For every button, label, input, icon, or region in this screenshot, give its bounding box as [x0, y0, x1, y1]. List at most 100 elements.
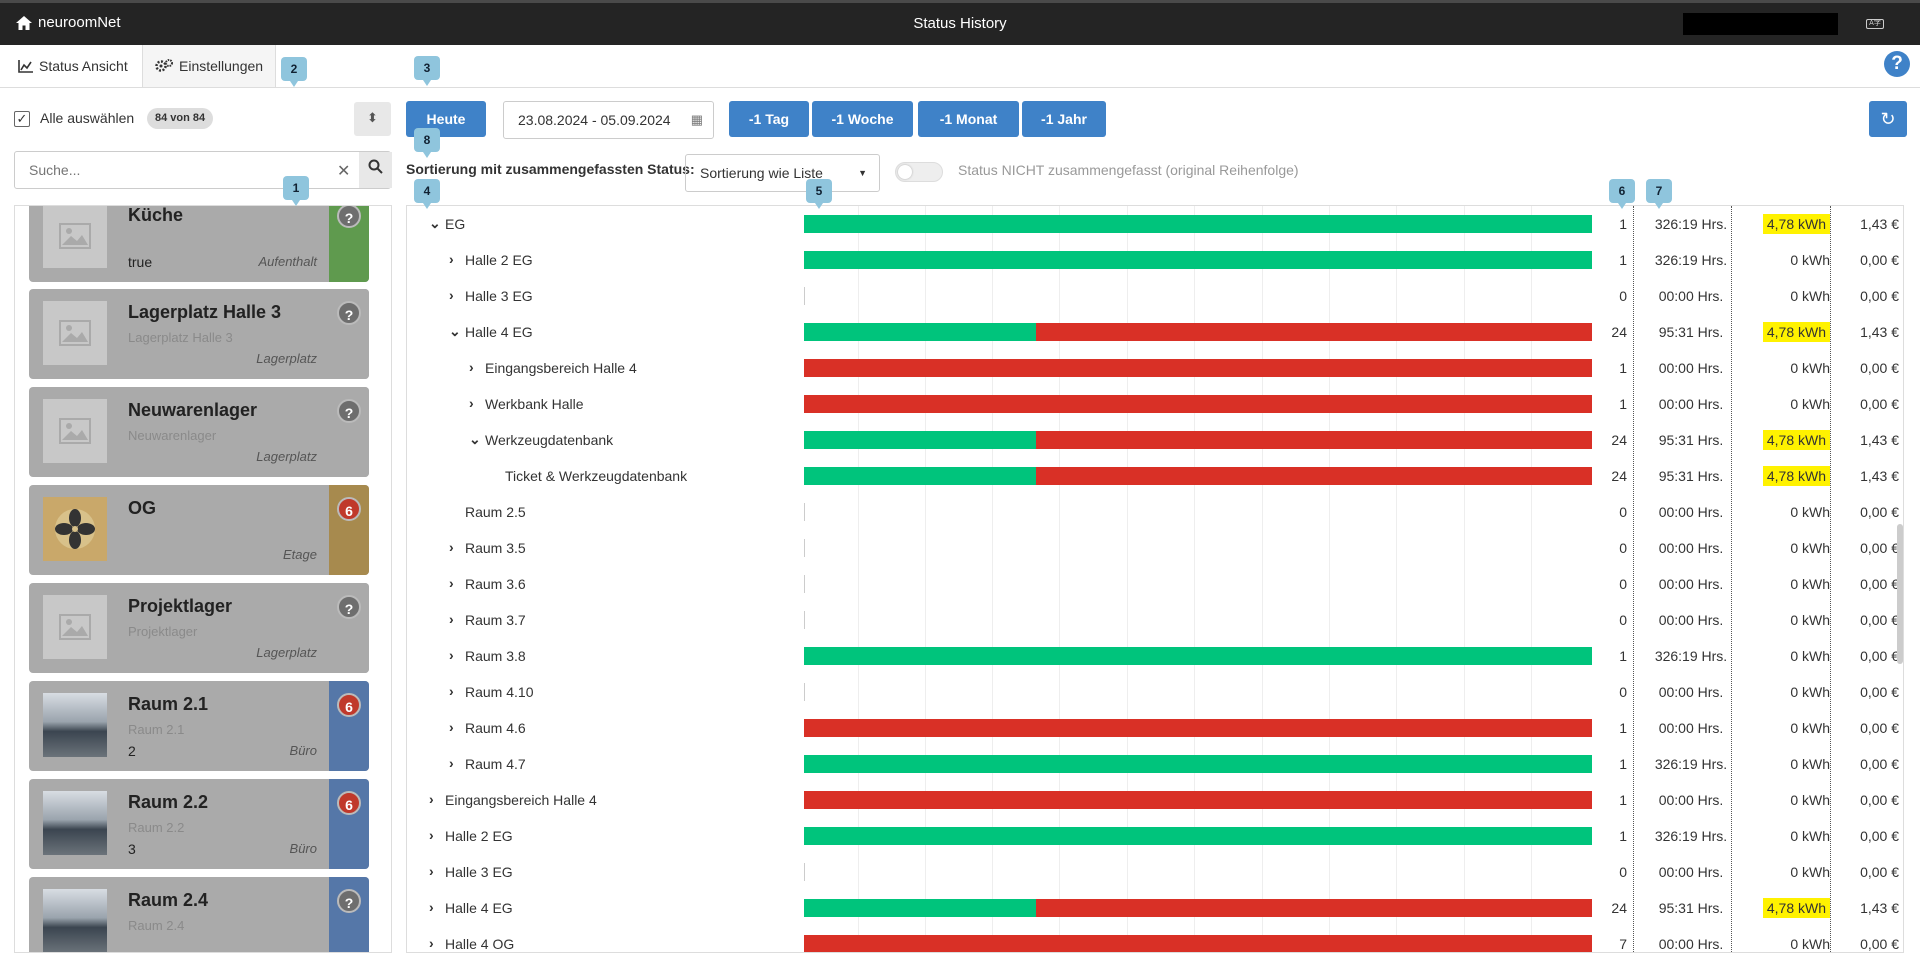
row-cost: 0,00 € — [1860, 648, 1899, 664]
marker-8: 8 — [414, 128, 440, 158]
object-card[interactable]: Projektlager Projektlager Lagerplatz? — [29, 583, 369, 673]
card-type: Büro — [289, 743, 317, 758]
object-card[interactable]: Raum 2.1 Raum 2.1 2 Büro 6 — [29, 681, 369, 771]
chevron-down-icon[interactable]: ⌄ — [469, 431, 481, 447]
date-range-input[interactable]: 23.08.2024 - 05.09.2024 ▦ — [503, 101, 714, 139]
status-off-segment — [804, 935, 1592, 952]
table-row[interactable]: › Eingangsbereich Halle 4 1 00:00 Hrs. 0 kWh… — [407, 782, 1903, 818]
row-label: Eingangsbereich Halle 4 — [445, 792, 597, 808]
search-input[interactable] — [15, 152, 335, 188]
table-row[interactable]: › Raum 3.6 0 00:00 Hrs. 0 kWh 0,00 € — [407, 566, 1903, 602]
sort-toggle-button[interactable]: ⬍ — [354, 102, 391, 136]
row-energy-value: 0 kWh — [1790, 360, 1830, 376]
status-bar — [804, 719, 1592, 737]
table-row[interactable]: › Halle 4 EG 24 95:31 Hrs. 4,78 kWh 1,43 € — [407, 890, 1903, 926]
chevron-down-icon[interactable]: ⌄ — [429, 215, 441, 231]
table-row[interactable]: › Raum 4.6 1 00:00 Hrs. 0 kWh 0,00 € — [407, 710, 1903, 746]
chevron-right-icon[interactable]: › — [429, 935, 434, 951]
table-row[interactable]: Ticket & Werkzeugdatenbank 24 95:31 Hrs. 4,… — [407, 458, 1903, 494]
tab-status-ansicht[interactable]: Status Ansicht — [6, 45, 140, 87]
table-row[interactable]: ⌄ Halle 4 EG 24 95:31 Hrs. 4,78 kWh 1,43 € — [407, 314, 1903, 350]
table-row[interactable]: › Halle 3 EG 0 00:00 Hrs. 0 kWh 0,00 € — [407, 278, 1903, 314]
chevron-right-icon[interactable]: › — [469, 395, 474, 411]
row-hours: 00:00 Hrs. — [1658, 720, 1724, 736]
row-label: Halle 3 EG — [465, 288, 533, 304]
row-hours: 00:00 Hrs. — [1658, 396, 1724, 412]
row-cost: 1,43 € — [1860, 900, 1899, 916]
row-energy-value: 0 kWh — [1790, 684, 1830, 700]
table-row[interactable]: ⌄ EG 1 326:19 Hrs. 4,78 kWh 1,43 € — [407, 206, 1903, 242]
brand[interactable]: neuroomNet — [16, 14, 121, 31]
help-icon[interactable]: ? — [1884, 51, 1910, 77]
calendar-icon[interactable]: ▦ — [690, 112, 703, 127]
row-label: Raum 2.5 — [465, 504, 526, 520]
table-row[interactable]: › Werkbank Halle 1 00:00 Hrs. 0 kWh 0,00 € — [407, 386, 1903, 422]
row-energy-value: 0 kWh — [1790, 612, 1830, 628]
table-row[interactable]: › Halle 2 EG 1 326:19 Hrs. 0 kWh 0,00 € — [407, 242, 1903, 278]
today-button[interactable]: Heute — [406, 101, 486, 137]
status-bar — [804, 251, 1592, 269]
status-off-segment — [1035, 899, 1592, 917]
user-field[interactable] — [1683, 13, 1838, 35]
chart-gridline — [1329, 206, 1330, 952]
chevron-right-icon[interactable]: › — [449, 683, 454, 699]
chevron-down-icon[interactable]: ⌄ — [449, 323, 461, 339]
object-card[interactable]: Küche true Aufenthalt? — [29, 206, 369, 282]
chevron-right-icon[interactable]: › — [449, 755, 454, 771]
table-row[interactable]: › Raum 3.7 0 00:00 Hrs. 0 kWh 0,00 € — [407, 602, 1903, 638]
search-button[interactable] — [359, 152, 392, 188]
table-row[interactable]: Raum 2.5 0 00:00 Hrs. 0 kWh 0,00 € — [407, 494, 1903, 530]
row-count: 24 — [1611, 432, 1627, 448]
table-row[interactable]: ⌄ Werkzeugdatenbank 24 95:31 Hrs. 4,78 kWh 1,… — [407, 422, 1903, 458]
row-cost: 0,00 € — [1860, 864, 1899, 880]
status-bar — [804, 755, 1592, 773]
minus-month-button[interactable]: -1 Monat — [918, 101, 1019, 137]
table-row[interactable]: › Halle 2 EG 1 326:19 Hrs. 0 kWh 0,00 € — [407, 818, 1903, 854]
table-scrollbar[interactable] — [1897, 524, 1903, 664]
chevron-right-icon[interactable]: › — [449, 647, 454, 663]
language-icon[interactable]: A字 — [1866, 19, 1884, 29]
refresh-button[interactable]: ↻ — [1869, 101, 1907, 137]
chart-gridline — [1464, 206, 1465, 952]
table-row[interactable]: › Raum 4.7 1 326:19 Hrs. 0 kWh 0,00 € — [407, 746, 1903, 782]
chevron-right-icon[interactable]: › — [429, 863, 434, 879]
object-card[interactable]: Raum 2.2 Raum 2.2 3 Büro 6 — [29, 779, 369, 869]
sort-select[interactable]: Sortierung wie Liste ▼ — [685, 154, 880, 192]
select-all-checkbox[interactable]: ✓ — [14, 111, 30, 127]
table-row[interactable]: › Raum 3.8 1 326:19 Hrs. 0 kWh 0,00 € — [407, 638, 1903, 674]
object-card[interactable]: Raum 2.4 Raum 2.4? — [29, 877, 369, 952]
chevron-right-icon[interactable]: › — [449, 611, 454, 627]
chevron-right-icon[interactable]: › — [449, 287, 454, 303]
row-energy-value: 4,78 kWh — [1762, 898, 1830, 918]
object-list[interactable]: Küche true Aufenthalt? Lagerplatz Halle 3 La… — [14, 205, 392, 953]
row-energy-value: 0 kWh — [1790, 756, 1830, 772]
chevron-right-icon[interactable]: › — [429, 827, 434, 843]
row-energy: 0 kWh — [1737, 252, 1830, 268]
chevron-right-icon[interactable]: › — [449, 575, 454, 591]
chevron-right-icon[interactable]: › — [449, 719, 454, 735]
chevron-right-icon[interactable]: › — [429, 791, 434, 807]
table-row[interactable]: › Eingangsbereich Halle 4 1 00:00 Hrs. 0 kWh… — [407, 350, 1903, 386]
chevron-right-icon[interactable]: › — [449, 251, 454, 267]
clear-icon[interactable]: ✕ — [337, 163, 351, 180]
object-card[interactable]: Neuwarenlager Neuwarenlager Lagerplatz? — [29, 387, 369, 477]
chevron-right-icon[interactable]: › — [449, 539, 454, 555]
table-row[interactable]: › Halle 4 OG 7 00:00 Hrs. 0 kWh 0,00 € — [407, 926, 1903, 952]
tab-einstellungen[interactable]: Einstellungen — [142, 45, 277, 87]
tab-label: Status Ansicht — [39, 57, 128, 74]
minus-day-button[interactable]: -1 Tag — [729, 101, 809, 137]
minus-year-button[interactable]: -1 Jahr — [1022, 101, 1106, 137]
row-energy-value: 4,78 kWh — [1762, 214, 1830, 234]
row-count: 24 — [1611, 468, 1627, 484]
row-energy: 0 kWh — [1737, 576, 1830, 592]
table-row[interactable]: › Halle 3 EG 0 00:00 Hrs. 0 kWh 0,00 € — [407, 854, 1903, 890]
object-card[interactable]: Lagerplatz Halle 3 Lagerplatz Halle 3 Lage… — [29, 289, 369, 379]
table-row[interactable]: › Raum 4.10 0 00:00 Hrs. 0 kWh 0,00 € — [407, 674, 1903, 710]
chevron-right-icon[interactable]: › — [469, 359, 474, 375]
card-title: Raum 2.4 — [128, 890, 209, 910]
object-card[interactable]: OG Etage 6 — [29, 485, 369, 575]
status-toggle[interactable] — [895, 162, 943, 182]
minus-week-button[interactable]: -1 Woche — [812, 101, 913, 137]
table-row[interactable]: › Raum 3.5 0 00:00 Hrs. 0 kWh 0,00 € — [407, 530, 1903, 566]
chevron-right-icon[interactable]: › — [429, 899, 434, 915]
